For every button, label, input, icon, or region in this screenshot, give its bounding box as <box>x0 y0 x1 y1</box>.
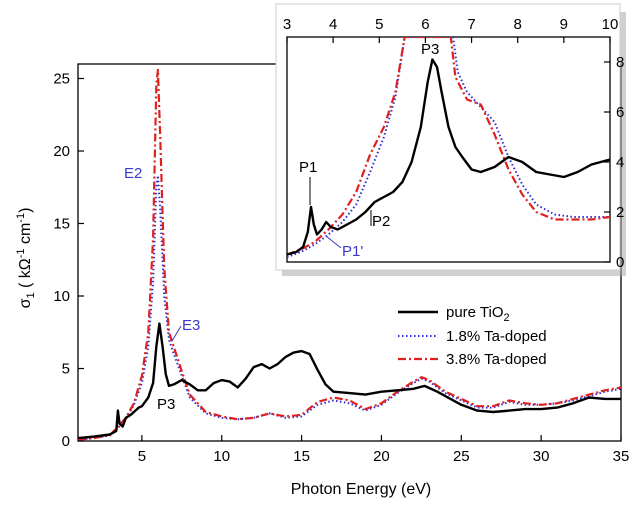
legend: pure TiO2 1.8% Ta-doped 3.8% Ta-doped <box>398 304 547 368</box>
label-e3: E3 <box>182 317 200 334</box>
main-y-tick-label: 25 <box>53 71 70 88</box>
main-y-tick-label: 10 <box>53 288 70 305</box>
inset-axis-ticks: 3 4 5 6 7 8 9 10 0 2 4 6 8 <box>283 16 625 271</box>
inset-x-tick-label: 9 <box>560 16 568 33</box>
inset-series-solid <box>287 58 610 256</box>
main-x-tick-label: 35 <box>613 448 630 465</box>
main-y-tick-label: 0 <box>62 433 70 450</box>
main-x-tick-label: 30 <box>533 448 550 465</box>
main-y-tick-label: 15 <box>53 216 70 233</box>
main-x-tick-label: 10 <box>213 448 230 465</box>
inset-x-tick-label: 4 <box>329 16 337 33</box>
label-p1-prime: P1' <box>342 243 363 260</box>
inset-plot: 3 4 5 6 7 8 9 10 0 2 4 6 8 P1 P1' P2 P3 <box>275 3 626 276</box>
main-series-group <box>78 68 621 441</box>
p1-prime-leader <box>325 235 342 249</box>
x-axis-title: Photon Energy (eV) <box>291 481 432 498</box>
y-axis-title: σ1 ( kΩ-1 cm-1) <box>15 208 37 309</box>
inset-y-tick-label: 6 <box>616 104 624 121</box>
inset-plot-frame <box>286 36 611 263</box>
legend-label-18: 1.8% Ta-doped <box>446 328 547 345</box>
label-p3-inset: P3 <box>421 41 439 58</box>
main-series-solid <box>78 322 621 440</box>
inset-y-tick-label: 4 <box>616 154 624 171</box>
e3-leader <box>171 325 182 342</box>
label-p3-main: P3 <box>157 396 175 413</box>
main-x-tick-label: 20 <box>373 448 390 465</box>
label-p2: P2 <box>372 213 390 230</box>
main-series-dashdot <box>78 68 621 441</box>
inset-y-tick-label: 8 <box>616 54 624 71</box>
inset-x-tick-label: 7 <box>467 16 475 33</box>
inset-series-dashdot <box>287 37 610 256</box>
legend-label-pure: pure TiO2 <box>446 304 510 324</box>
main-y-tick-label: 5 <box>62 361 70 378</box>
legend-label-38: 3.8% Ta-doped <box>446 351 547 368</box>
main-x-tick-label: 25 <box>453 448 470 465</box>
main-x-tick-label: 5 <box>138 448 146 465</box>
inset-y-tick-label: 0 <box>616 254 624 271</box>
inset-series-group <box>287 37 610 258</box>
inset-x-tick-label: 5 <box>375 16 383 33</box>
main-y-tick-label: 20 <box>53 143 70 160</box>
inset-x-tick-label: 10 <box>602 16 619 33</box>
label-e2: E2 <box>124 165 142 182</box>
inset-y-tick-label: 2 <box>616 204 624 221</box>
inset-x-tick-label: 6 <box>421 16 429 33</box>
label-p1: P1 <box>299 159 317 176</box>
inset-x-tick-label: 3 <box>283 16 291 33</box>
main-x-tick-label: 15 <box>293 448 310 465</box>
main-series-dotted <box>78 174 621 441</box>
inset-x-tick-label: 8 <box>514 16 522 33</box>
